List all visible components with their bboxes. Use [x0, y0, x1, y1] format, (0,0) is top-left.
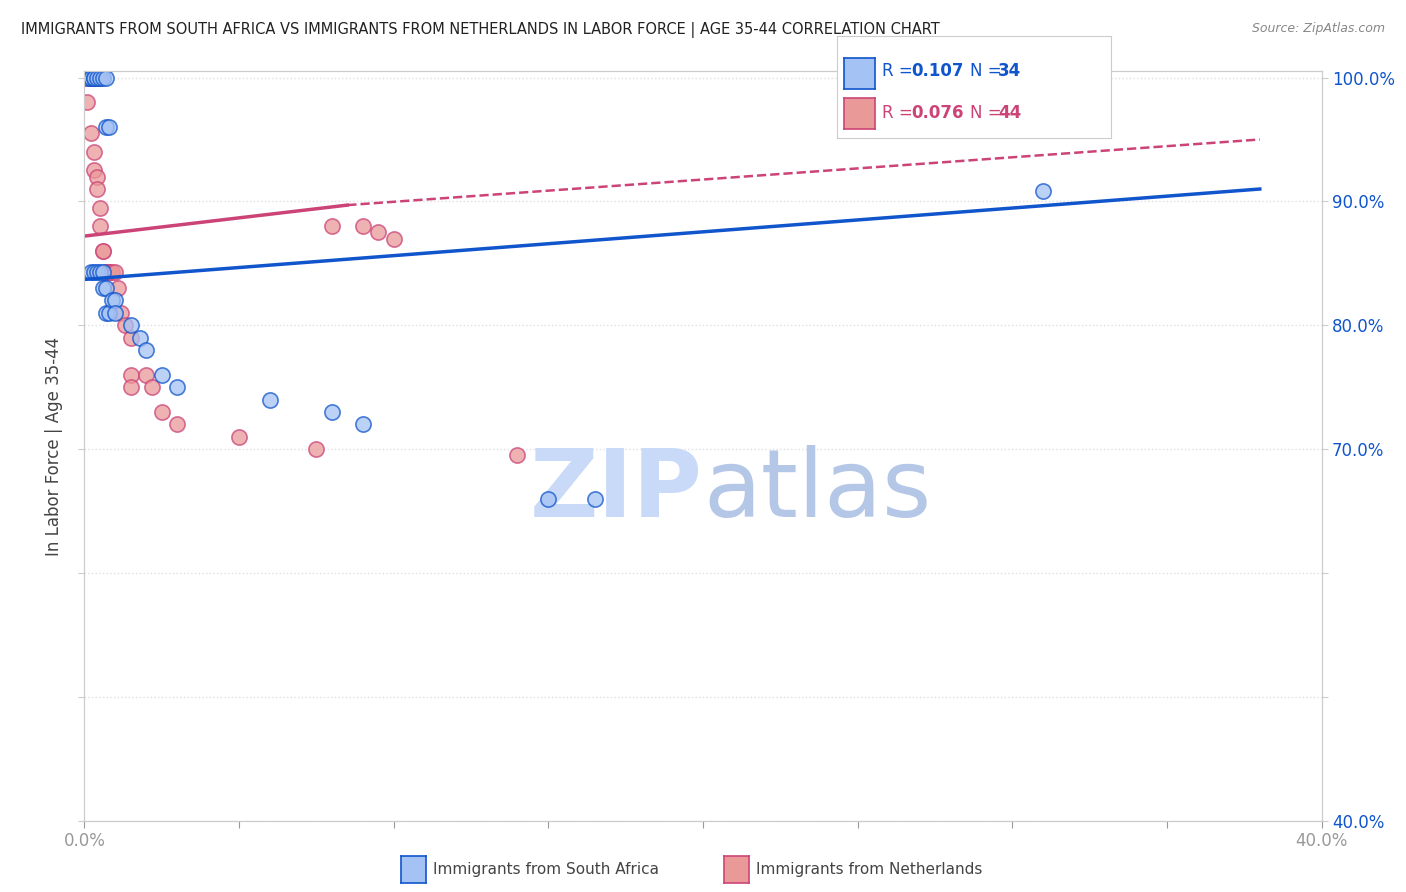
Point [83, 265, 105, 279]
Point [129, 331, 152, 345]
Point [79, 126, 101, 140]
Point [91, 281, 114, 295]
Point [101, 293, 124, 308]
Point [321, 219, 343, 234]
Point [114, 318, 136, 333]
Point [83, 70, 105, 85]
Point [1032, 185, 1054, 199]
Point [107, 281, 129, 295]
Point [91, 265, 114, 279]
Point [86, 182, 108, 196]
Text: Immigrants from Netherlands: Immigrants from Netherlands [756, 863, 983, 877]
Point [83, 70, 105, 85]
Point [352, 417, 374, 432]
Point [83, 70, 105, 85]
Point [89, 70, 111, 85]
Point [86, 70, 108, 85]
Text: N =: N = [970, 62, 1007, 80]
Point [98, 265, 121, 279]
Point [83, 70, 105, 85]
Point [86, 70, 108, 85]
Point [79, 70, 101, 85]
Text: IMMIGRANTS FROM SOUTH AFRICA VS IMMIGRANTS FROM NETHERLANDS IN LABOR FORCE | AGE: IMMIGRANTS FROM SOUTH AFRICA VS IMMIGRAN… [21, 22, 939, 38]
Point [83, 163, 105, 178]
Text: 34: 34 [998, 62, 1022, 80]
Text: N =: N = [970, 104, 1007, 122]
Point [94, 265, 117, 279]
Point [79, 70, 101, 85]
Point [104, 306, 127, 320]
Text: 0.107: 0.107 [911, 62, 963, 80]
Point [94, 120, 117, 134]
Point [135, 343, 157, 357]
Point [110, 306, 132, 320]
Point [89, 265, 111, 279]
Text: Source: ZipAtlas.com: Source: ZipAtlas.com [1251, 22, 1385, 36]
Point [228, 430, 250, 444]
Point [79, 70, 101, 85]
Point [367, 225, 389, 239]
Point [86, 265, 108, 279]
Point [91, 244, 114, 258]
Point [76, 70, 98, 85]
Point [79, 265, 101, 279]
Point [94, 265, 117, 279]
Point [89, 219, 111, 234]
Point [382, 231, 405, 245]
Point [94, 281, 117, 295]
Point [104, 293, 127, 308]
Point [89, 70, 111, 85]
Point [150, 368, 173, 382]
Text: R =: R = [882, 104, 918, 122]
Point [79, 70, 101, 85]
Point [120, 331, 142, 345]
Point [98, 265, 121, 279]
Point [94, 70, 117, 85]
Point [150, 405, 173, 419]
Point [76, 95, 98, 110]
Point [259, 392, 281, 407]
Point [120, 318, 142, 333]
Point [91, 70, 114, 85]
Point [506, 448, 529, 462]
Point [120, 380, 142, 394]
Point [91, 244, 114, 258]
Point [86, 70, 108, 85]
Point [83, 145, 105, 159]
Point [86, 169, 108, 184]
Text: 0.076: 0.076 [911, 104, 963, 122]
Point [166, 380, 188, 394]
Point [89, 201, 111, 215]
Point [166, 417, 188, 432]
Point [305, 442, 328, 456]
Text: R =: R = [882, 62, 918, 80]
Text: Immigrants from South Africa: Immigrants from South Africa [433, 863, 659, 877]
Point [104, 265, 127, 279]
Point [79, 70, 101, 85]
Point [352, 219, 374, 234]
Point [79, 70, 101, 85]
Text: ZIP: ZIP [530, 445, 703, 537]
Point [98, 120, 121, 134]
Point [98, 306, 121, 320]
Point [537, 491, 560, 506]
Point [94, 306, 117, 320]
Point [86, 70, 108, 85]
Point [583, 491, 606, 506]
Point [141, 380, 163, 394]
Y-axis label: In Labor Force | Age 35-44: In Labor Force | Age 35-44 [45, 336, 63, 556]
Point [321, 405, 343, 419]
Point [101, 265, 124, 279]
Text: atlas: atlas [703, 445, 931, 537]
Point [135, 368, 157, 382]
Text: 44: 44 [998, 104, 1022, 122]
Point [76, 70, 98, 85]
Point [120, 368, 142, 382]
